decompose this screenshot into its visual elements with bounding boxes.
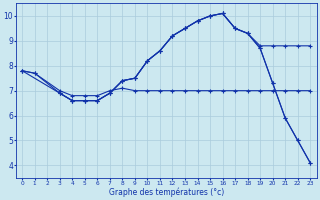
- X-axis label: Graphe des températures (°c): Graphe des températures (°c): [108, 187, 224, 197]
